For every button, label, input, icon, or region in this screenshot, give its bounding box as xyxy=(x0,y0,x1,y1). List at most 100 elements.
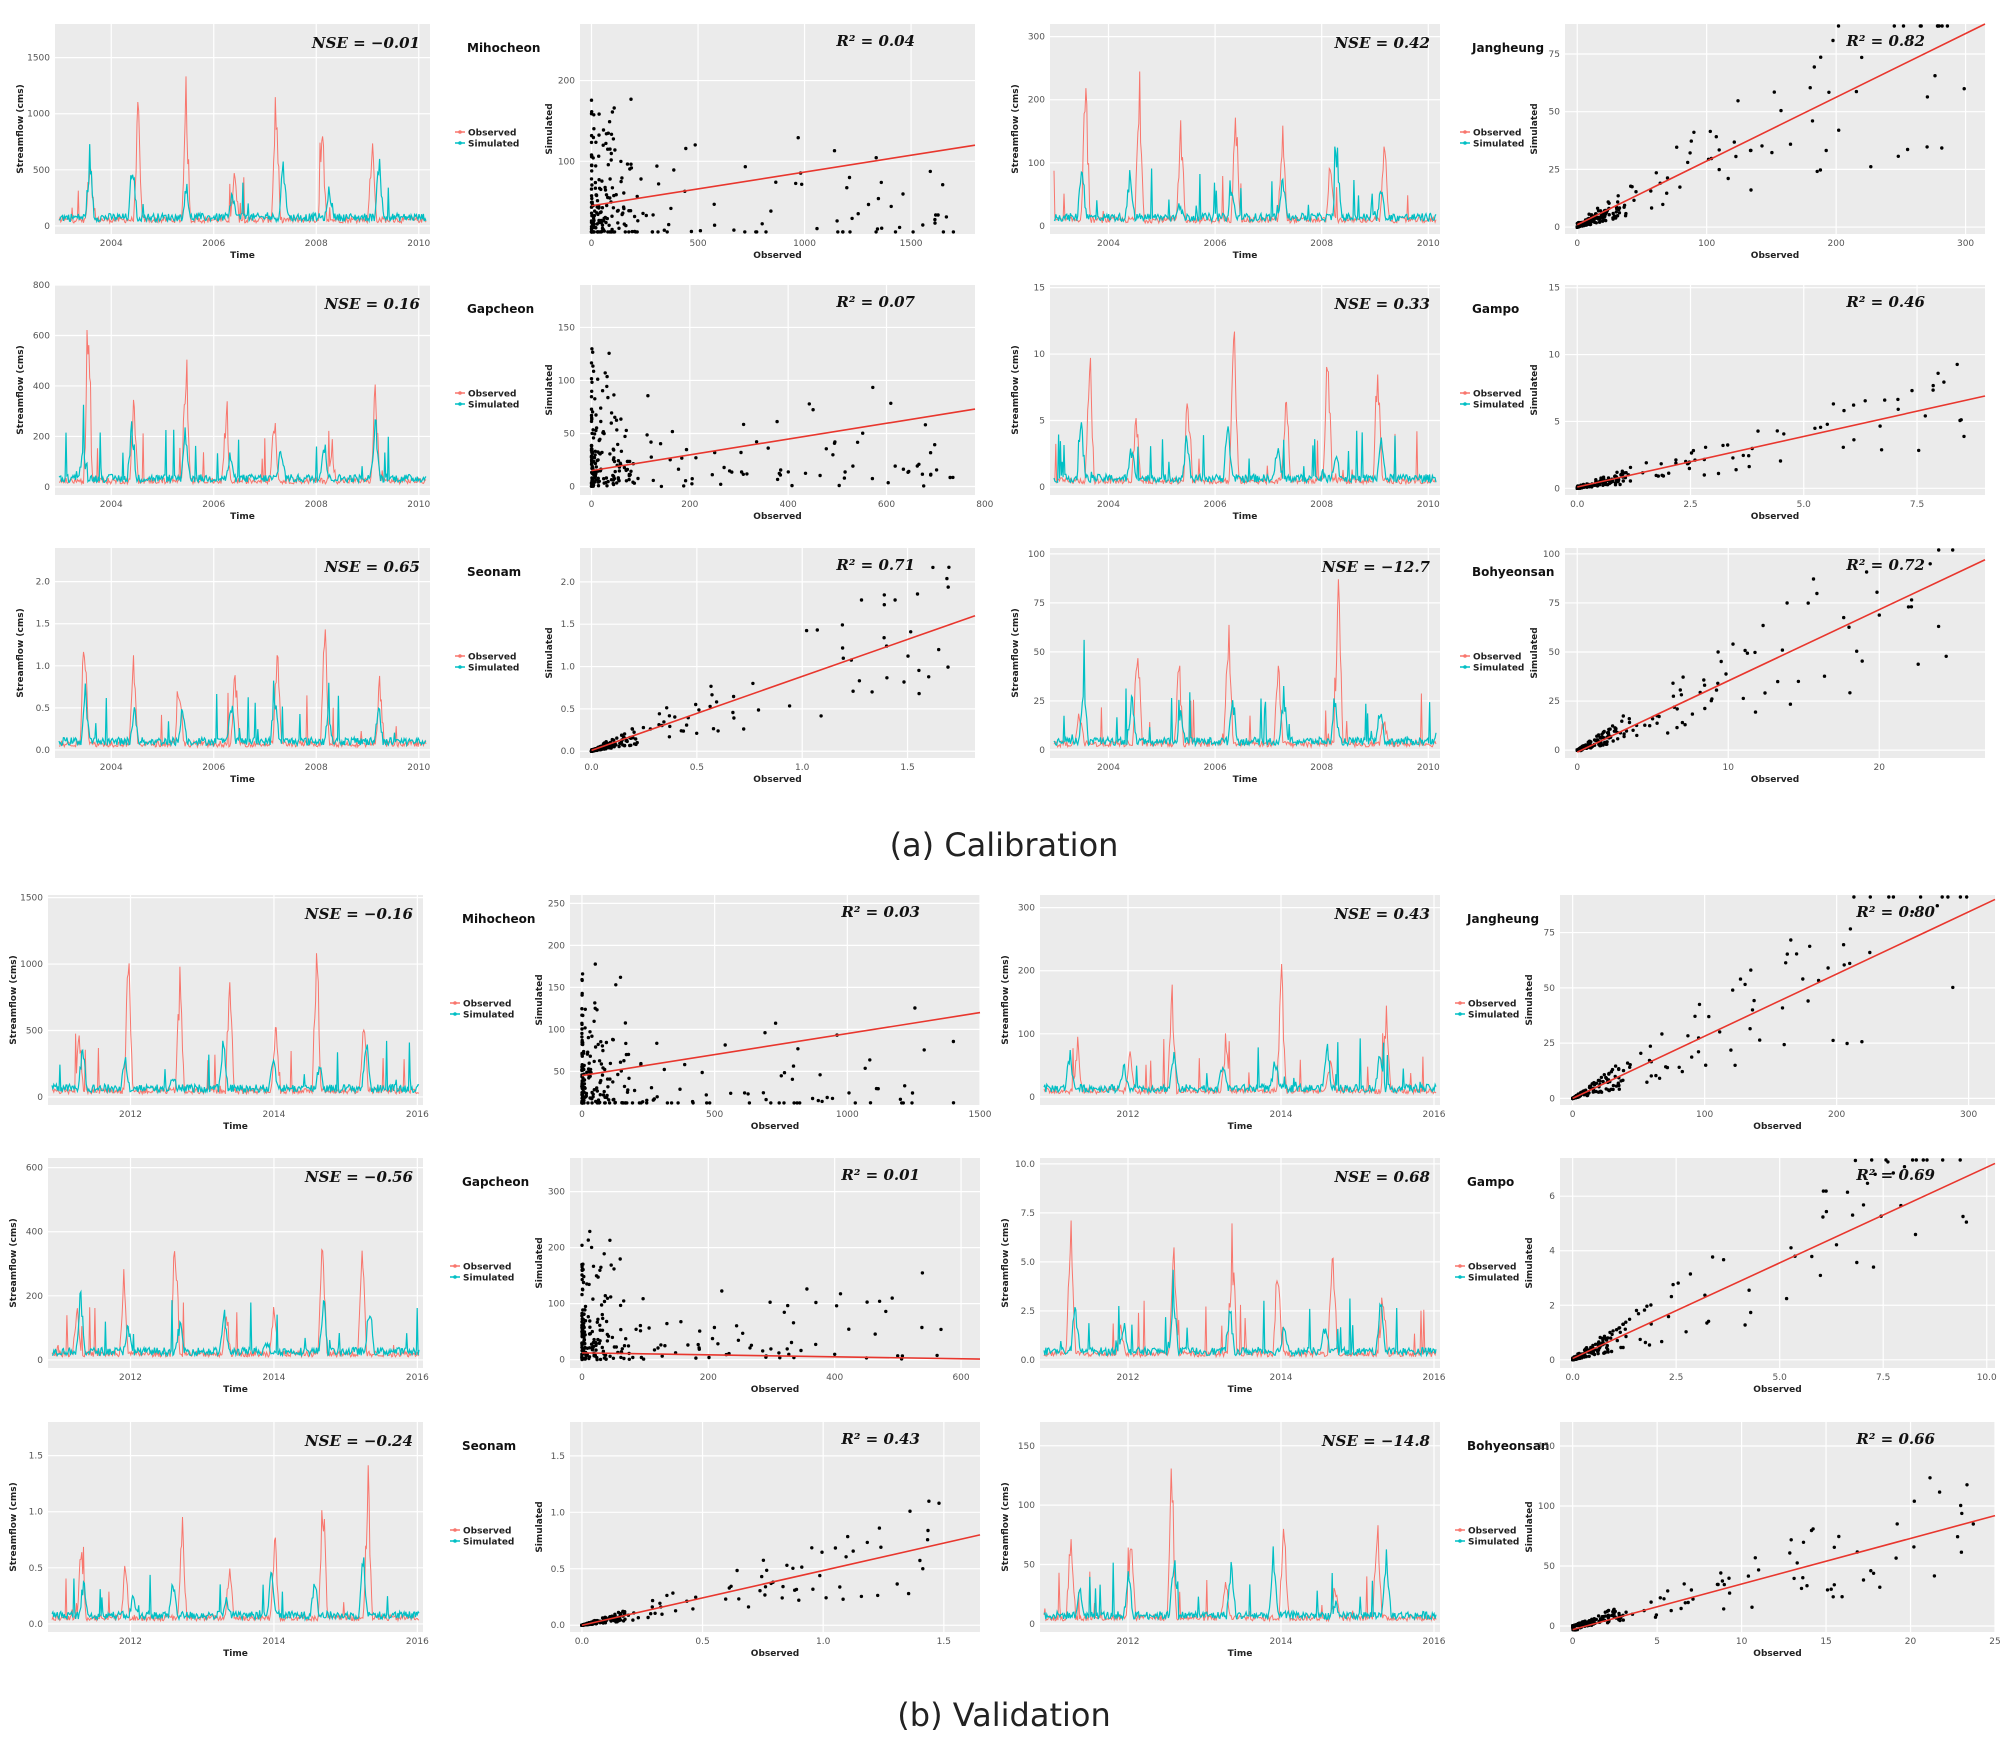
scatter-point xyxy=(667,735,672,739)
simulated-series-line xyxy=(58,404,427,485)
scatter-point xyxy=(815,226,819,231)
scatter-point xyxy=(1921,1158,1926,1162)
scatter-xtick-label: 0 xyxy=(589,500,595,510)
scatter-point xyxy=(609,421,613,425)
scatter-point xyxy=(603,188,608,192)
scatter-point xyxy=(622,191,626,195)
scatter-point xyxy=(768,1300,772,1304)
scatter-point xyxy=(1660,1032,1664,1036)
scatter-point xyxy=(630,229,634,234)
scatter-point xyxy=(851,689,855,693)
scatter-point xyxy=(1696,1050,1701,1054)
scatter-point xyxy=(580,1292,584,1297)
ts-xtick-label: 2012 xyxy=(119,1373,142,1383)
scatter-point xyxy=(595,199,600,203)
scatter-point xyxy=(1707,1014,1711,1019)
scatter-point xyxy=(1721,443,1725,448)
scatter-point xyxy=(918,1558,922,1563)
scatter-y-axis-title: Simulated xyxy=(535,1501,545,1552)
scatter-point xyxy=(613,469,617,474)
scatter-point xyxy=(922,1048,926,1052)
legend-observed-label: Observed xyxy=(468,129,516,139)
scatter-point xyxy=(597,112,601,116)
legend-simulated-key-dot xyxy=(453,1275,457,1279)
scatter-point xyxy=(1914,1158,1919,1162)
scatter-point xyxy=(602,1089,606,1094)
scatter-point xyxy=(616,221,620,225)
scatter-point xyxy=(934,468,939,472)
scatter-point xyxy=(684,447,689,452)
scatter-point xyxy=(1604,1075,1608,1080)
scatter-ytick-label: 75 xyxy=(1549,50,1560,60)
scatter-point xyxy=(1620,719,1624,723)
scatter-xtick-label: 1.5 xyxy=(937,1637,951,1647)
scatter-point xyxy=(731,710,735,715)
scatter-ytick-label: 0.5 xyxy=(551,1565,565,1575)
scatter-point xyxy=(668,724,672,729)
scatter-point xyxy=(1940,895,1944,899)
scatter-point xyxy=(592,1088,596,1092)
ts-xtick-label: 2008 xyxy=(305,239,328,249)
scatter-point xyxy=(739,450,743,455)
scatter-point xyxy=(609,1619,613,1623)
scatter-point xyxy=(765,1568,769,1573)
scatter-point xyxy=(610,1335,615,1340)
scatter-point xyxy=(632,214,637,219)
scatter-point xyxy=(1840,1595,1844,1599)
scatter-point xyxy=(601,228,606,232)
scatter-point xyxy=(777,471,781,476)
ts-x-axis-title: Time xyxy=(1228,1649,1253,1659)
scatter-point xyxy=(1863,399,1867,403)
scatter-point xyxy=(1689,451,1694,455)
scatter-point xyxy=(1604,218,1608,223)
scatter-point xyxy=(893,464,897,468)
scatter-point xyxy=(1910,910,1915,914)
r2-label: R² = 0.03 xyxy=(840,903,920,921)
scatter-point xyxy=(595,1357,599,1362)
r2-label: R² = 0.72 xyxy=(1845,556,1925,574)
scatter-point xyxy=(1955,362,1959,367)
scatter-point xyxy=(1600,1615,1604,1619)
scatter-point xyxy=(580,1101,584,1105)
legend-observed-label: Observed xyxy=(463,1527,511,1537)
scatter-point xyxy=(732,228,736,232)
scatter-ytick-label: 4 xyxy=(1549,1247,1555,1257)
scatter-point xyxy=(629,162,633,166)
scatter-point xyxy=(580,1035,584,1039)
scatter-point xyxy=(1621,472,1625,476)
scatter-point xyxy=(1913,1232,1918,1237)
scatter-point xyxy=(1610,1613,1614,1618)
legend-observed-label: Observed xyxy=(463,1263,511,1273)
legend-simulated-key-dot xyxy=(458,665,462,669)
scatter-point xyxy=(1613,481,1618,485)
scatter-x-axis-title: Observed xyxy=(751,1122,799,1132)
scatter-point xyxy=(619,417,623,421)
scatter-point xyxy=(769,209,773,213)
scatter-point xyxy=(1810,1254,1814,1259)
scatter-point xyxy=(590,163,594,168)
scatter-point xyxy=(612,474,616,479)
scatter-point xyxy=(594,164,598,168)
scatter-point xyxy=(763,1585,768,1589)
scatter-point xyxy=(1692,130,1696,134)
scatter-point xyxy=(799,1348,803,1353)
scatter-point xyxy=(638,1323,643,1328)
scatter-point xyxy=(641,725,646,730)
scatter-point xyxy=(597,133,601,137)
scatter-point xyxy=(636,476,640,481)
scatter-point xyxy=(593,1001,597,1005)
scatter-point xyxy=(1861,1203,1866,1207)
scatter-point xyxy=(1788,142,1793,146)
scatter-point xyxy=(1686,160,1690,165)
scatter-point xyxy=(790,1077,795,1082)
scatter-point xyxy=(1582,1619,1587,1624)
ts-y-axis-title: Streamflow (cms) xyxy=(16,608,26,697)
scatter-point xyxy=(1604,1338,1609,1342)
scatter-point xyxy=(1613,474,1617,479)
scatter-point xyxy=(1608,1330,1612,1335)
nse-label: NSE = 0.42 xyxy=(1333,34,1430,52)
scatter-point xyxy=(1675,707,1679,711)
scatter-point xyxy=(1645,1080,1649,1084)
